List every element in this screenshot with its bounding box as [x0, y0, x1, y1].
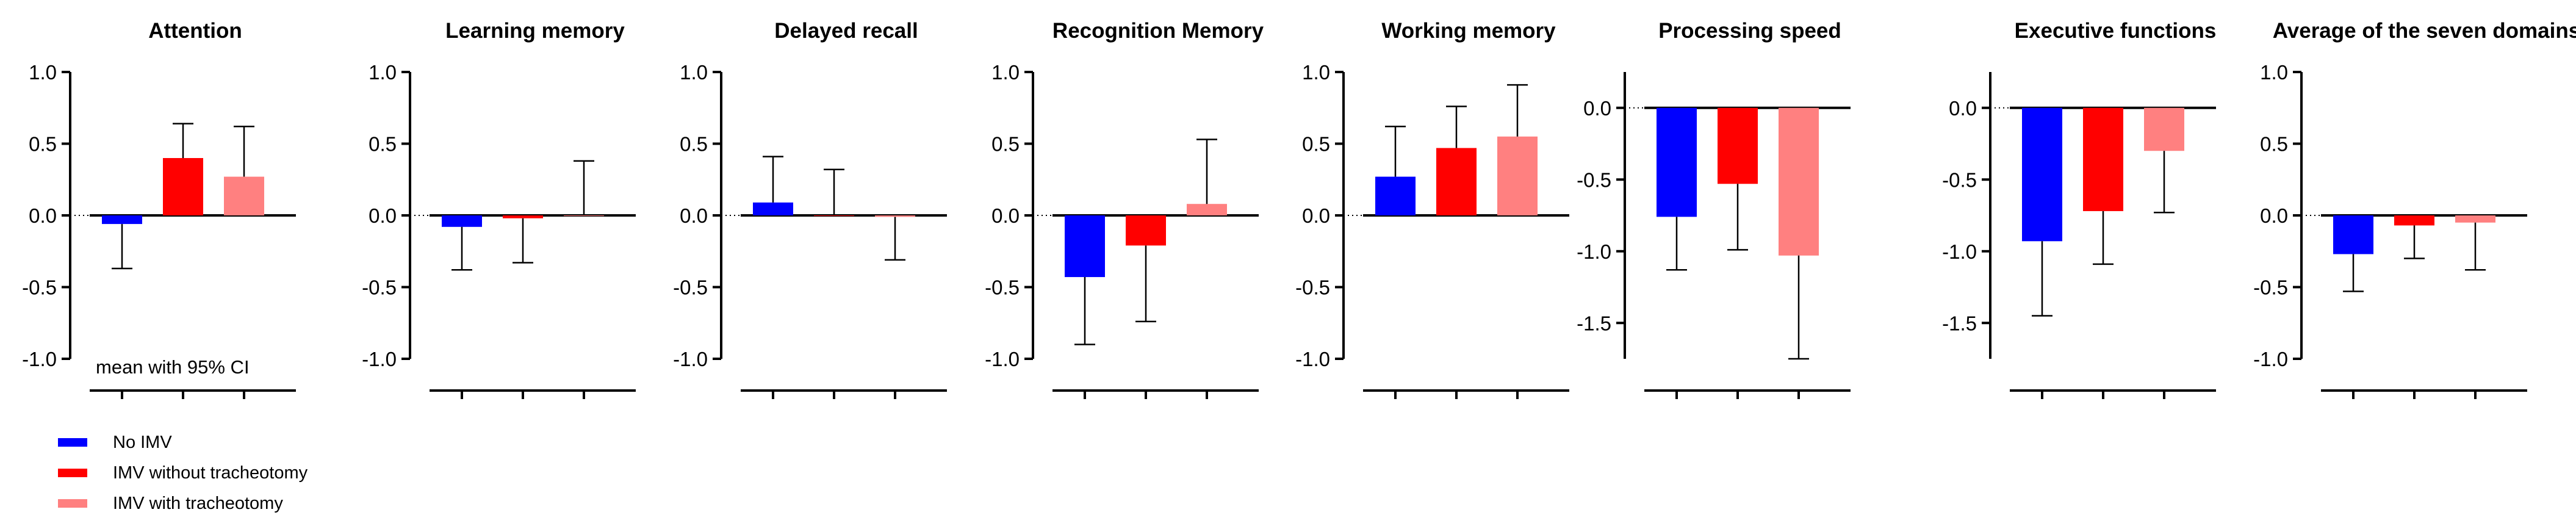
- legend-label-imv-without-tracheotomy: IMV without tracheotomy: [113, 463, 308, 483]
- y-tick-label-delayed-recall: -0.5: [673, 276, 708, 299]
- y-tick-label-working-memory: 1.0: [1302, 61, 1330, 84]
- y-tick-label-recognition-memory: 0.0: [991, 204, 1020, 227]
- panel-title-recognition-memory: Recognition Memory: [1052, 19, 1264, 43]
- bar-working-memory-no-imv: [1375, 176, 1416, 215]
- y-tick-label-learning-memory: 0.5: [369, 133, 397, 156]
- bar-processing-speed-imv-with-tracheotomy: [1779, 107, 1819, 256]
- legend-item: No IMV: [58, 427, 308, 458]
- y-tick-label-average-of-the-seven-domains: 0.5: [2260, 133, 2288, 156]
- panel-title-executive-functions: Executive functions: [2015, 19, 2217, 43]
- legend-item: IMV without tracheotomy: [58, 458, 308, 488]
- bar-learning-memory-no-imv: [442, 215, 482, 227]
- bar-executive-functions-no-imv: [2022, 107, 2062, 242]
- bar-learning-memory-imv-with-tracheotomy: [564, 215, 604, 216]
- y-tick-label-delayed-recall: 1.0: [680, 61, 708, 84]
- chart-legend: No IMV IMV without tracheotomy IMV with …: [58, 427, 308, 519]
- y-tick-label-learning-memory: -0.5: [362, 276, 397, 299]
- y-tick-label-delayed-recall: 0.0: [680, 204, 708, 227]
- annotation-attention: mean with 95% CI: [96, 356, 250, 378]
- bar-working-memory-imv-with-tracheotomy: [1497, 136, 1538, 215]
- panel-title-attention: Attention: [148, 19, 242, 43]
- y-tick-label-executive-functions: -0.5: [1942, 168, 1977, 191]
- y-tick-label-learning-memory: 0.0: [369, 204, 397, 227]
- bar-recognition-memory-imv-with-tracheotomy: [1187, 204, 1227, 215]
- panel-title-delayed-recall: Delayed recall: [774, 19, 918, 43]
- panel-title-learning-memory: Learning memory: [445, 19, 625, 43]
- y-tick-label-attention: 0.0: [29, 204, 57, 227]
- bar-delayed-recall-no-imv: [753, 202, 793, 215]
- y-tick-label-processing-speed: -0.5: [1577, 168, 1611, 191]
- bar-attention-no-imv: [102, 215, 142, 225]
- panel-title-working-memory: Working memory: [1381, 19, 1556, 43]
- bar-working-memory-imv-without-tracheotomy: [1436, 148, 1477, 215]
- y-tick-label-average-of-the-seven-domains: -1.0: [2253, 348, 2288, 370]
- y-tick-label-recognition-memory: -1.0: [985, 348, 1020, 370]
- y-tick-label-attention: 1.0: [29, 61, 57, 84]
- legend-swatch-imv-without-tracheotomy: [58, 469, 87, 477]
- y-tick-label-processing-speed: -1.5: [1577, 312, 1611, 334]
- y-tick-label-executive-functions: 0.0: [1949, 97, 1977, 120]
- y-tick-label-processing-speed: -1.0: [1577, 240, 1611, 263]
- y-tick-label-average-of-the-seven-domains: 0.0: [2260, 204, 2288, 227]
- panel-title-processing-speed: Processing speed: [1658, 19, 1841, 43]
- y-tick-label-recognition-memory: 0.5: [991, 133, 1020, 156]
- bar-delayed-recall-imv-without-tracheotomy: [814, 215, 854, 216]
- legend-swatch-no-imv: [58, 438, 87, 447]
- y-tick-label-processing-speed: 0.0: [1583, 97, 1611, 120]
- y-tick-label-working-memory: -0.5: [1295, 276, 1330, 299]
- bar-executive-functions-imv-without-tracheotomy: [2083, 107, 2123, 211]
- bar-average-of-the-seven-domains-imv-without-tracheotomy: [2394, 215, 2434, 226]
- y-tick-label-attention: -1.0: [22, 348, 57, 370]
- legend-label-imv-with-tracheotomy: IMV with tracheotomy: [113, 493, 283, 513]
- bar-recognition-memory-no-imv: [1065, 215, 1105, 278]
- bar-learning-memory-imv-without-tracheotomy: [503, 215, 543, 218]
- y-tick-label-average-of-the-seven-domains: 1.0: [2260, 61, 2288, 84]
- y-tick-label-working-memory: 0.0: [1302, 204, 1330, 227]
- bar-recognition-memory-imv-without-tracheotomy: [1126, 215, 1166, 246]
- y-tick-label-working-memory: -1.0: [1295, 348, 1330, 370]
- bar-average-of-the-seven-domains-no-imv: [2333, 215, 2373, 254]
- y-tick-label-average-of-the-seven-domains: -0.5: [2253, 276, 2288, 299]
- bar-attention-imv-with-tracheotomy: [224, 176, 264, 215]
- panel-title-average-of-the-seven-domains: Average of the seven domains: [2273, 19, 2576, 43]
- legend-swatch-imv-with-tracheotomy: [58, 499, 87, 508]
- y-tick-label-executive-functions: -1.5: [1942, 312, 1977, 334]
- y-tick-label-recognition-memory: 1.0: [991, 61, 1020, 84]
- bar-processing-speed-no-imv: [1657, 107, 1697, 217]
- bar-executive-functions-imv-with-tracheotomy: [2144, 107, 2184, 151]
- bar-processing-speed-imv-without-tracheotomy: [1718, 107, 1758, 184]
- y-tick-label-learning-memory: -1.0: [362, 348, 397, 370]
- bar-attention-imv-without-tracheotomy: [163, 158, 203, 215]
- y-tick-label-delayed-recall: 0.5: [680, 133, 708, 156]
- y-tick-label-recognition-memory: -0.5: [985, 276, 1020, 299]
- y-tick-label-working-memory: 0.5: [1302, 133, 1330, 156]
- y-tick-label-attention: -0.5: [22, 276, 57, 299]
- y-tick-label-executive-functions: -1.0: [1942, 240, 1977, 263]
- bar-average-of-the-seven-domains-imv-with-tracheotomy: [2455, 215, 2495, 223]
- y-tick-label-delayed-recall: -1.0: [673, 348, 708, 370]
- y-tick-label-attention: 0.5: [29, 133, 57, 156]
- legend-label-no-imv: No IMV: [113, 432, 172, 452]
- bar-delayed-recall-imv-with-tracheotomy: [875, 215, 915, 217]
- legend-item: IMV with tracheotomy: [58, 488, 308, 519]
- y-tick-label-learning-memory: 1.0: [369, 61, 397, 84]
